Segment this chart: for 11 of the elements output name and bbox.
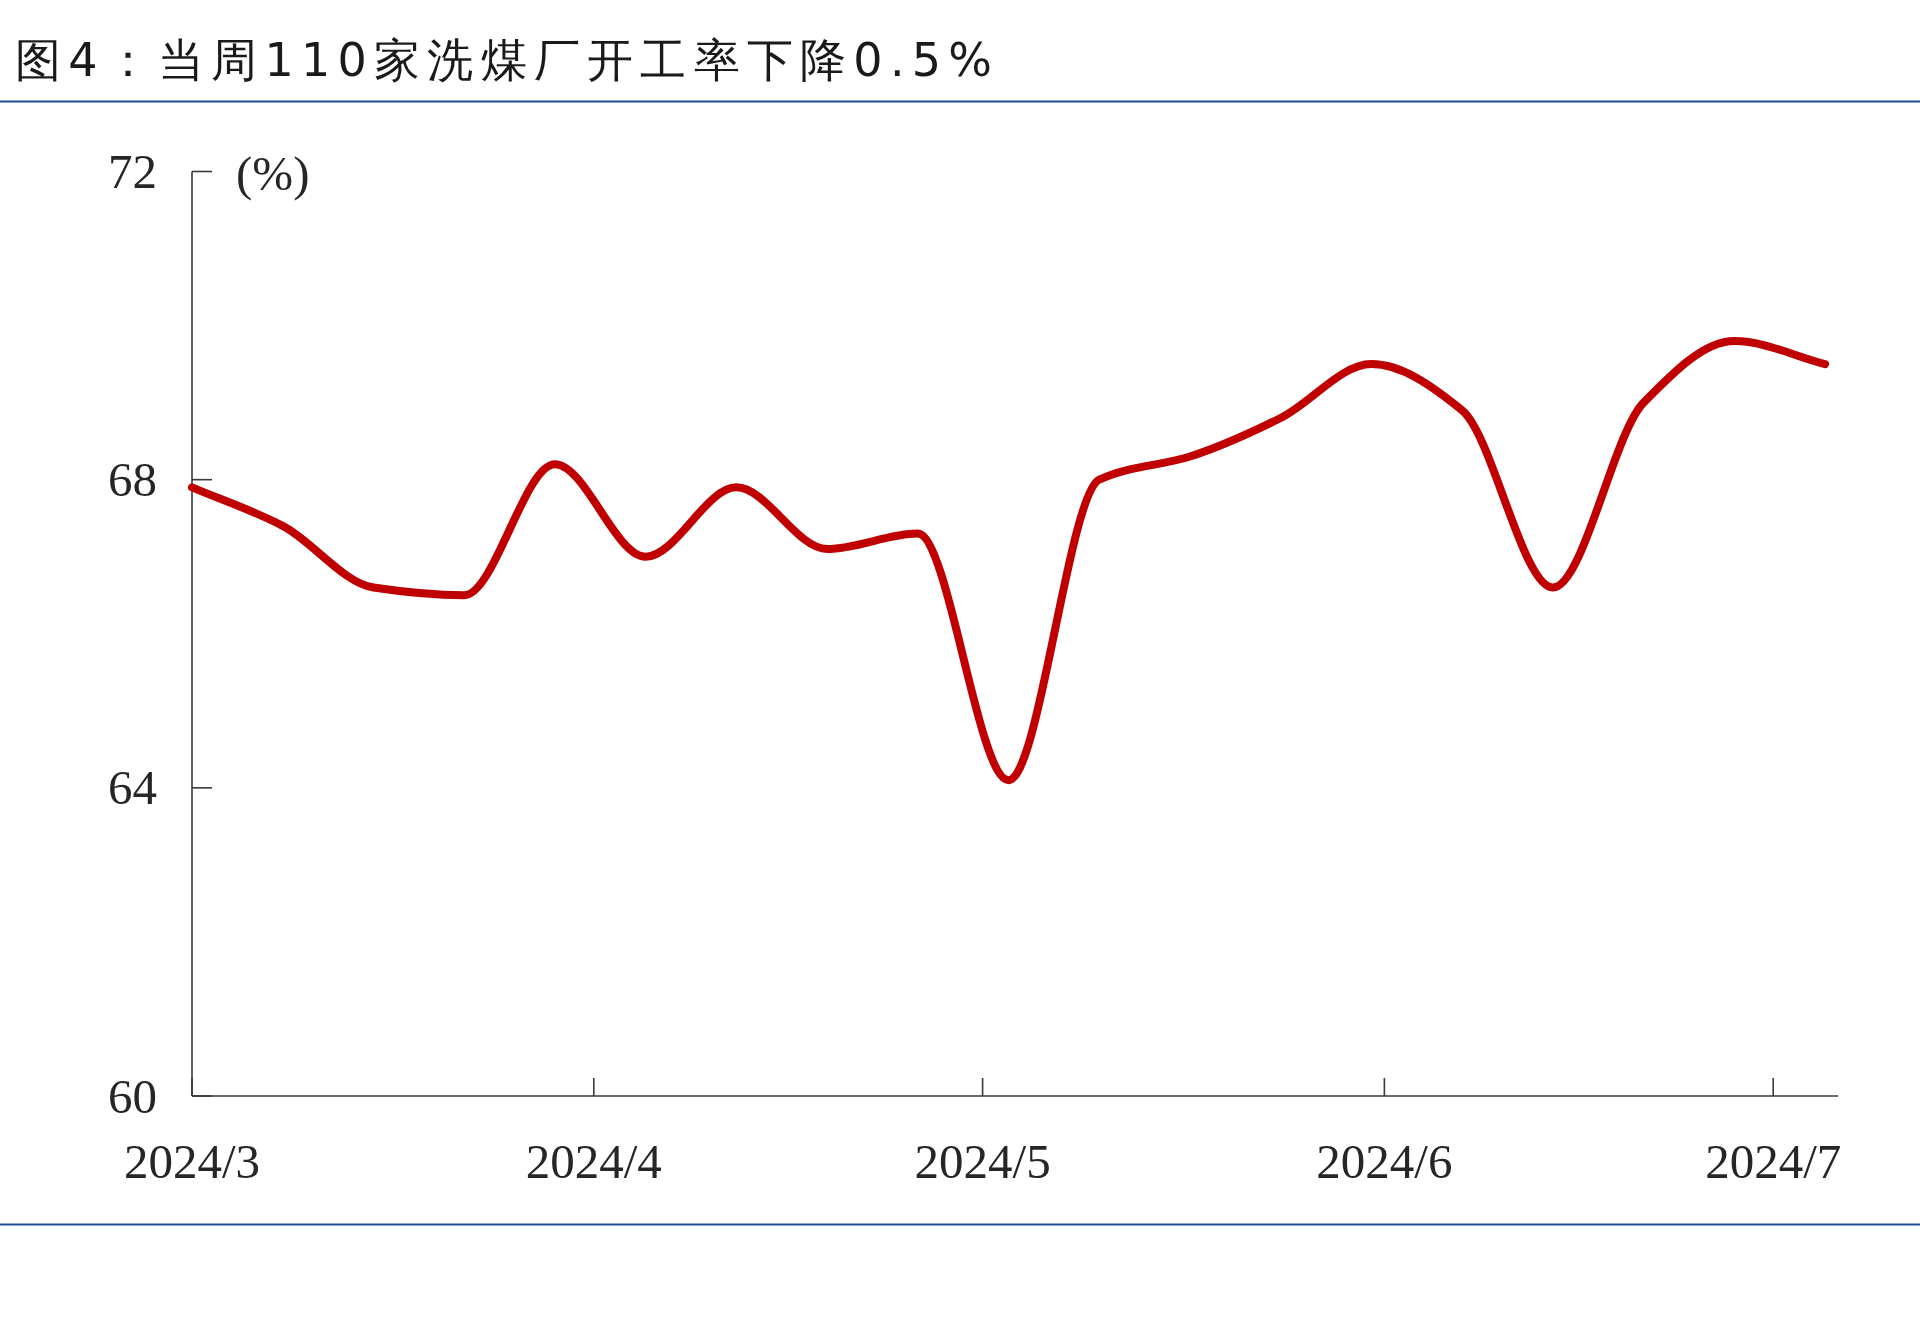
y-tick-label: 60 [108,1068,157,1124]
x-tick-label: 2024/4 [525,1134,662,1189]
title: 图4：当周110家洗煤厂开工率下降0.5% [15,33,992,87]
x-tick-label: 2024/5 [914,1134,1051,1189]
x-tick-label: 2024/6 [1316,1134,1453,1189]
ylabel: (%) [236,146,310,201]
y-tick-label: 64 [108,760,157,816]
x-tick-label: 2024/3 [123,1134,261,1189]
y-tick-label: 72 [108,144,157,199]
y-tick-label: 68 [108,452,157,508]
x-tick-label: 2024/7 [1705,1134,1842,1189]
